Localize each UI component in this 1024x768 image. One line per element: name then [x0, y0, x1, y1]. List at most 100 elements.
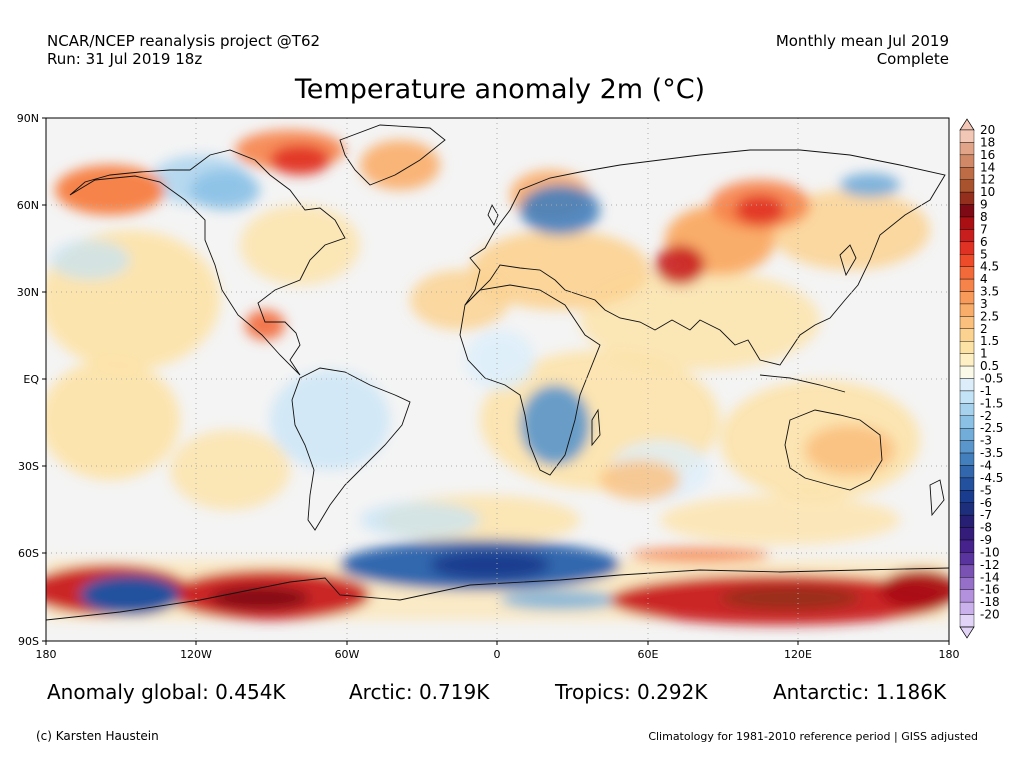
eurasia-outline [464, 149, 946, 366]
madagascar-outline [591, 408, 601, 447]
colorbar-swatch [959, 328, 975, 342]
lon-label-120e: 120E [784, 648, 812, 661]
colorbar-swatch [959, 229, 975, 243]
lat-label-90s: 90S [18, 635, 39, 648]
africa-outline [459, 284, 601, 476]
colorbar-label: -1 [980, 384, 992, 398]
credit-label: (c) Karsten Haustein [36, 729, 159, 743]
colorbar-swatch [959, 539, 975, 553]
colorbar-swatch [959, 564, 975, 578]
colorbar-swatch [959, 142, 975, 156]
japan-outline [839, 244, 857, 277]
colorbar-label: 3 [980, 297, 988, 311]
colorbar-swatch [959, 378, 975, 392]
colorbar-swatch [959, 167, 975, 180]
colorbar-label: 0.5 [980, 359, 999, 373]
colorbar-label: -6 [980, 496, 992, 510]
colorbar-swatch [959, 241, 975, 255]
colorbar-top-arrow [959, 118, 975, 131]
colorbar-swatch [959, 291, 975, 305]
colorbar-bottom-arrow [959, 626, 975, 639]
arctic-anomaly: Arctic: 0.719K [349, 680, 490, 704]
indonesia-outline [759, 374, 846, 393]
colorbar-label: 12 [980, 173, 995, 187]
colorbar-swatch [959, 390, 975, 404]
lon-label-60w: 60W [335, 648, 360, 661]
colorbar-label: -0.5 [980, 372, 1003, 386]
colorbar-swatch [959, 303, 975, 317]
colorbar-label: -10 [980, 545, 1000, 559]
colorbar: 201816141210987654.543.532.521.510.5-0.5… [959, 118, 1003, 639]
colorbar-label: 7 [980, 222, 988, 236]
colorbar-swatch [959, 601, 975, 615]
map-title: Temperature anomaly 2m (°C) [294, 74, 706, 105]
colorbar-swatch [959, 204, 975, 218]
colorbar-label: 2.5 [980, 309, 999, 323]
lat-label-30s: 30S [18, 460, 39, 473]
colorbar-label: -2 [980, 409, 992, 423]
colorbar-label: 20 [980, 123, 995, 137]
colorbar-label: -20 [980, 608, 1000, 622]
colorbar-swatch [959, 278, 975, 292]
colorbar-label: 8 [980, 210, 988, 224]
lon-label-180w: 180 [36, 648, 57, 661]
colorbar-swatch [959, 191, 975, 205]
colorbar-label: 4 [980, 272, 988, 286]
status-label: Complete [876, 50, 949, 68]
colorbar-swatch [959, 428, 975, 441]
colorbar-label: 4.5 [980, 260, 999, 274]
map-panel [46, 118, 949, 641]
colorbar-swatch [959, 316, 975, 330]
colorbar-swatch [959, 440, 975, 454]
colorbar-swatch [959, 552, 975, 566]
colorbar-label: -3.5 [980, 446, 1003, 460]
greenland-outline [339, 124, 446, 186]
colorbar-label: 10 [980, 185, 995, 199]
colorbar-swatch [959, 353, 975, 367]
global-anomaly: Anomaly global: 0.454K [47, 680, 286, 704]
coastlines [46, 124, 949, 621]
lon-label-180e: 180 [939, 648, 960, 661]
antarctic-anomaly: Antarctic: 1.186K [773, 680, 947, 704]
uk-outline [487, 203, 499, 227]
antarctica-outline [46, 567, 949, 621]
grid [46, 118, 949, 641]
lat-label-eq: EQ [23, 373, 39, 386]
south-america-outline [291, 367, 411, 531]
lat-label-60n: 60N [17, 199, 39, 212]
colorbar-swatch [959, 527, 975, 541]
colorbar-label: -14 [980, 570, 1000, 584]
north-america-outline [69, 149, 346, 376]
colorbar-swatch [959, 179, 975, 193]
colorbar-swatch [959, 129, 975, 143]
colorbar-label: -12 [980, 558, 1000, 572]
colorbar-label: 6 [980, 235, 988, 249]
colorbar-label: 2 [980, 322, 988, 336]
colorbar-swatch [959, 216, 975, 230]
source-label: NCAR/NCEP reanalysis project @T62 [47, 32, 321, 50]
climatology-note: Climatology for 1981-2010 reference peri… [648, 730, 978, 743]
tropics-anomaly: Tropics: 0.292K [555, 680, 708, 704]
colorbar-swatch [959, 502, 975, 516]
colorbar-swatch [959, 452, 975, 466]
colorbar-swatch [959, 266, 975, 280]
colorbar-label: -4 [980, 458, 992, 472]
colorbar-swatch [959, 577, 975, 590]
colorbar-label: -18 [980, 595, 1000, 609]
colorbar-label: -16 [980, 583, 1000, 597]
colorbar-swatch [959, 614, 975, 628]
colorbar-label: -5 [980, 483, 992, 497]
lat-label-90n: 90N [17, 112, 39, 125]
colorbar-swatch [959, 490, 975, 503]
period-label: Monthly mean Jul 2019 [775, 32, 949, 50]
colorbar-label: -1.5 [980, 396, 1003, 410]
colorbar-swatch [959, 477, 975, 491]
colorbar-label: -2.5 [980, 421, 1003, 435]
colorbar-swatch [959, 154, 975, 168]
colorbar-swatch [959, 415, 975, 429]
colorbar-label: 9 [980, 198, 988, 212]
colorbar-label: 3.5 [980, 285, 999, 299]
colorbar-label: 16 [980, 148, 995, 162]
colorbar-label: 5 [980, 247, 988, 261]
